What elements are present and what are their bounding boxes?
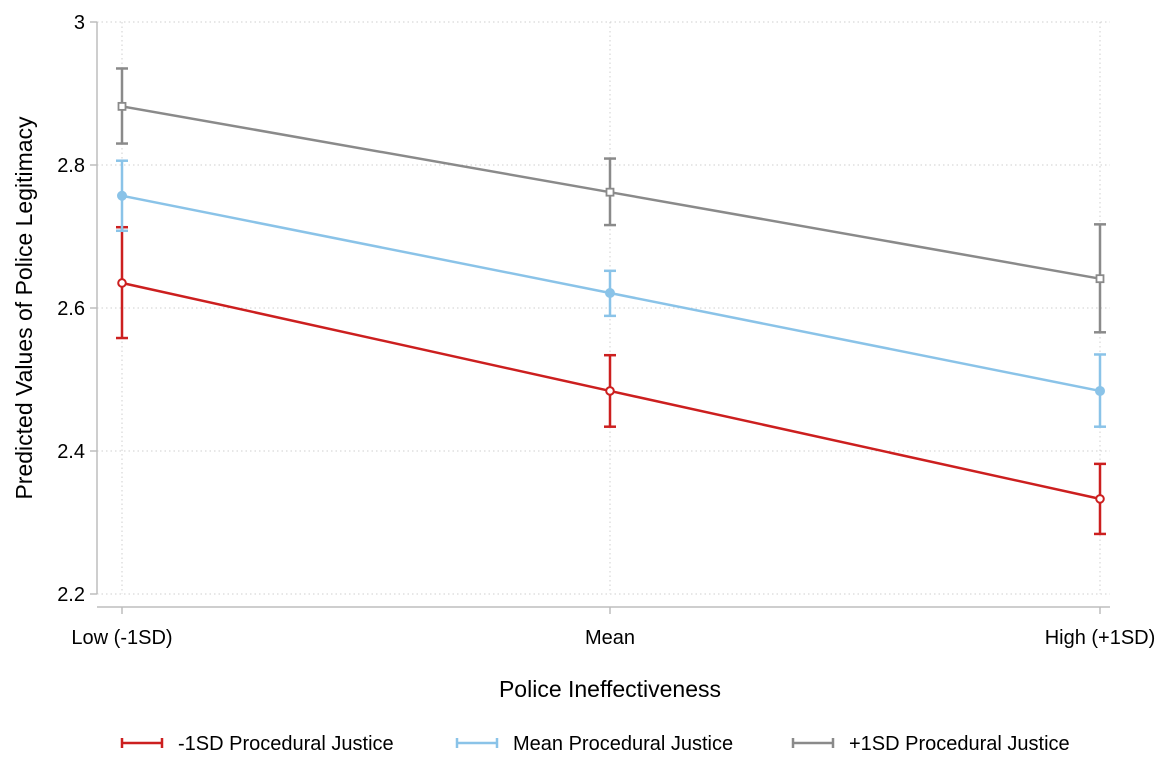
series <box>116 67 1106 536</box>
x-tick-label: Low (-1SD) <box>71 627 172 649</box>
y-tick-label: 2.6 <box>57 298 85 320</box>
y-tick-label: 3 <box>74 12 85 34</box>
series-2 <box>116 159 1106 428</box>
x-axis-title: Police Ineffectiveness <box>499 676 721 702</box>
legend-label: +1SD Procedural Justice <box>849 733 1070 755</box>
data-point <box>117 101 127 111</box>
data-point <box>1095 385 1105 396</box>
y-tick-label: 2.8 <box>57 155 85 177</box>
data-point <box>117 190 127 201</box>
data-point <box>1095 274 1105 284</box>
legend-item: Mean Procedural Justice <box>455 733 733 755</box>
x-ticks: Low (-1SD) Mean High (+1SD) <box>71 607 1155 649</box>
y-tick-label: 2.2 <box>57 584 85 606</box>
legend-label: Mean Procedural Justice <box>513 733 733 755</box>
y-ticks: 2.2 2.4 2.6 2.8 3 <box>57 12 97 606</box>
x-tick-label: High (+1SD) <box>1045 627 1156 649</box>
axes <box>96 22 1110 608</box>
data-point <box>605 386 615 396</box>
y-tick-label: 2.4 <box>57 441 85 463</box>
legend-item: +1SD Procedural Justice <box>791 733 1070 755</box>
data-point <box>605 287 615 298</box>
legend-label: -1SD Procedural Justice <box>178 733 394 755</box>
legend-item: -1SD Procedural Justice <box>120 733 394 755</box>
data-point <box>1095 494 1105 504</box>
data-point <box>117 278 127 288</box>
grid <box>97 21 1110 595</box>
y-axis-title: Predicted Values of Police Legitimacy <box>11 116 37 500</box>
series-3 <box>116 67 1106 334</box>
data-point <box>605 187 615 197</box>
legend: -1SD Procedural Justice Mean Procedural J… <box>120 733 1070 755</box>
x-tick-label: Mean <box>585 627 635 649</box>
